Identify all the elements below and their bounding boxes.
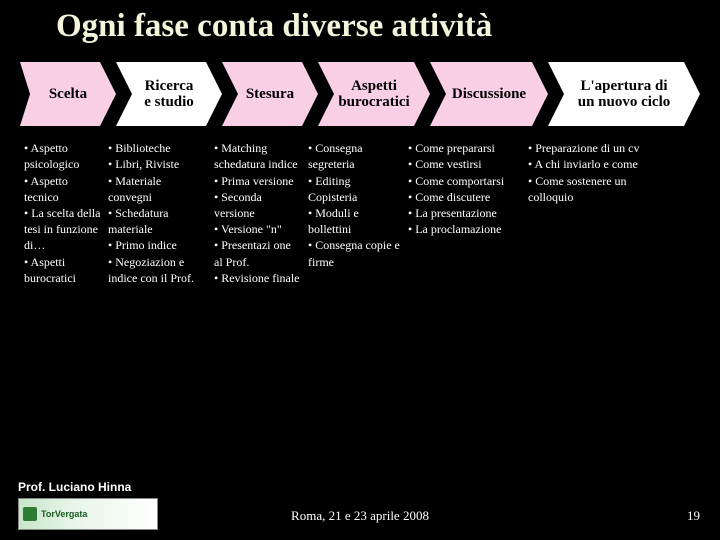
- bullet-item: • Come discutere: [408, 189, 522, 205]
- bullet-item: • Prima versione: [214, 173, 302, 189]
- logo-text: TorVergata: [41, 510, 87, 519]
- phase-label: Scelta: [43, 86, 93, 103]
- bullet-item: • Aspetto tecnico: [24, 173, 102, 205]
- bullets-row: • Aspetto psicologico• Aspetto tecnico• …: [0, 140, 720, 286]
- phases-row: Scelta Ricercae studio Stesura Aspettibu…: [0, 62, 720, 126]
- bullet-item: • Materiale convegni: [108, 173, 208, 205]
- footer-center: Roma, 21 e 23 aprile 2008: [291, 508, 429, 524]
- bullet-item: • Presentazi one al Prof.: [214, 237, 302, 269]
- bullets-column: • Aspetto psicologico• Aspetto tecnico• …: [24, 140, 108, 286]
- phase-label: Ricercae studio: [138, 78, 200, 111]
- bullet-item: • Biblioteche: [108, 140, 208, 156]
- bullet-item: • Negoziazion e indice con il Prof.: [108, 254, 208, 286]
- bullet-item: • Primo indice: [108, 237, 208, 253]
- logo-mark-icon: [23, 507, 37, 521]
- phase-chevron: Scelta: [20, 62, 116, 126]
- phase-chevron: Ricercae studio: [116, 62, 222, 126]
- bullet-item: • Editing Copisteria: [308, 173, 402, 205]
- phase-label: Discussione: [446, 86, 532, 103]
- bullet-item: • Come prepararsi: [408, 140, 522, 156]
- bullet-item: • Consegna segreteria: [308, 140, 402, 172]
- bullet-item: • Come vestirsi: [408, 156, 522, 172]
- bullet-item: • Consegna copie e firme: [308, 237, 402, 269]
- bullet-item: • Aspetto psicologico: [24, 140, 102, 172]
- author-label: Prof. Luciano Hinna: [18, 480, 131, 494]
- bullet-item: • La scelta della tesi in funzione di…: [24, 205, 102, 254]
- phase-label: Aspettiburocratici: [332, 78, 415, 111]
- bullet-item: • A chi inviarlo e come: [528, 156, 654, 172]
- phase-label: L'apertura diun nuovo ciclo: [572, 78, 677, 111]
- bullet-item: • Versione "n": [214, 221, 302, 237]
- bullet-item: • Come sostenere un colloquio: [528, 173, 654, 205]
- page-number: 19: [687, 508, 700, 524]
- bullet-item: • Seconda versione: [214, 189, 302, 221]
- bullet-item: • Aspetti burocratici: [24, 254, 102, 286]
- phase-chevron: Stesura: [222, 62, 318, 126]
- slide-title: Ogni fase conta diverse attività: [0, 0, 720, 58]
- phase-chevron: Aspettiburocratici: [318, 62, 430, 126]
- bullet-item: • La proclamazione: [408, 221, 522, 237]
- bullet-item: • Come comportarsi: [408, 173, 522, 189]
- bullet-item: • Revisione finale: [214, 270, 302, 286]
- phase-label: Stesura: [240, 86, 300, 103]
- bullet-item: • Preparazione di un cv: [528, 140, 654, 156]
- university-logo: TorVergata: [18, 498, 158, 530]
- bullet-item: • Moduli e bollettini: [308, 205, 402, 237]
- bullets-column: • Come prepararsi• Come vestirsi• Come c…: [408, 140, 528, 286]
- bullets-column: • Consegna segreteria• Editing Copisteri…: [308, 140, 408, 286]
- bullet-item: • Schedatura materiale: [108, 205, 208, 237]
- bullet-item: • Libri, Riviste: [108, 156, 208, 172]
- phase-chevron: Discussione: [430, 62, 548, 126]
- bullets-column: • Matching schedatura indice• Prima vers…: [214, 140, 308, 286]
- phase-chevron: L'apertura diun nuovo ciclo: [548, 62, 700, 126]
- bullets-column: • Preparazione di un cv• A chi inviarlo …: [528, 140, 660, 286]
- bullet-item: • Matching schedatura indice: [214, 140, 302, 172]
- bullet-item: • La presentazione: [408, 205, 522, 221]
- bullets-column: • Biblioteche• Libri, Riviste• Materiale…: [108, 140, 214, 286]
